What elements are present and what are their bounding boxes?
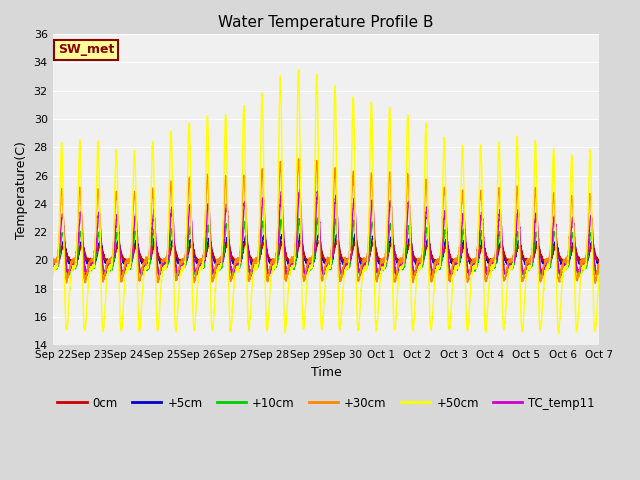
+5cm xyxy=(202,255,209,261)
0cm xyxy=(595,257,603,263)
+30cm xyxy=(294,156,302,162)
0cm xyxy=(202,253,209,259)
TC_temp11 xyxy=(574,274,582,279)
X-axis label: Time: Time xyxy=(310,366,341,379)
TC_temp11 xyxy=(166,231,173,237)
+10cm xyxy=(380,264,387,270)
+10cm xyxy=(202,252,209,257)
+5cm xyxy=(250,264,257,269)
TC_temp11 xyxy=(543,261,551,267)
+10cm xyxy=(389,248,397,254)
+5cm xyxy=(296,230,304,236)
TC_temp11 xyxy=(595,265,603,271)
+50cm xyxy=(49,273,56,279)
+50cm xyxy=(166,164,173,169)
+30cm xyxy=(389,258,397,264)
+30cm xyxy=(49,255,56,261)
Line: TC_temp11: TC_temp11 xyxy=(52,190,599,276)
0cm xyxy=(333,238,341,243)
0cm xyxy=(86,260,94,265)
Title: Water Temperature Profile B: Water Temperature Profile B xyxy=(218,15,434,30)
Text: SW_met: SW_met xyxy=(58,43,115,56)
TC_temp11 xyxy=(296,187,303,192)
+50cm xyxy=(543,261,551,267)
0cm xyxy=(380,257,387,263)
+50cm xyxy=(555,330,563,336)
+50cm xyxy=(595,274,603,279)
+5cm xyxy=(49,261,56,266)
0cm xyxy=(389,243,397,249)
TC_temp11 xyxy=(389,233,397,239)
+30cm xyxy=(595,264,603,269)
0cm xyxy=(166,250,174,256)
+50cm xyxy=(595,271,603,276)
+50cm xyxy=(202,201,209,207)
0cm xyxy=(595,258,603,264)
+10cm xyxy=(595,266,603,272)
Line: +10cm: +10cm xyxy=(52,218,599,276)
+5cm xyxy=(389,240,397,246)
+50cm xyxy=(294,67,302,73)
+10cm xyxy=(166,245,173,251)
Line: +50cm: +50cm xyxy=(52,70,599,333)
TC_temp11 xyxy=(595,263,603,269)
TC_temp11 xyxy=(49,264,56,270)
+5cm xyxy=(595,260,603,266)
TC_temp11 xyxy=(202,243,209,249)
0cm xyxy=(544,258,552,264)
+10cm xyxy=(374,274,382,279)
+5cm xyxy=(166,249,173,255)
Line: +30cm: +30cm xyxy=(52,159,599,284)
+30cm xyxy=(595,261,603,266)
+5cm xyxy=(595,261,603,266)
Y-axis label: Temperature(C): Temperature(C) xyxy=(15,141,28,239)
+30cm xyxy=(543,257,551,263)
+5cm xyxy=(544,261,552,266)
+30cm xyxy=(202,217,209,223)
TC_temp11 xyxy=(380,264,387,269)
+50cm xyxy=(389,291,397,297)
+10cm xyxy=(544,264,552,270)
+50cm xyxy=(380,265,387,271)
+30cm xyxy=(166,195,173,201)
+10cm xyxy=(49,268,56,274)
+5cm xyxy=(380,259,387,265)
0cm xyxy=(49,259,56,264)
Line: +5cm: +5cm xyxy=(52,233,599,266)
+30cm xyxy=(380,258,387,264)
Legend: 0cm, +5cm, +10cm, +30cm, +50cm, TC_temp11: 0cm, +5cm, +10cm, +30cm, +50cm, TC_temp1… xyxy=(52,392,600,414)
+10cm xyxy=(595,267,603,273)
+10cm xyxy=(314,215,322,221)
Line: 0cm: 0cm xyxy=(52,240,599,263)
+30cm xyxy=(591,281,599,287)
